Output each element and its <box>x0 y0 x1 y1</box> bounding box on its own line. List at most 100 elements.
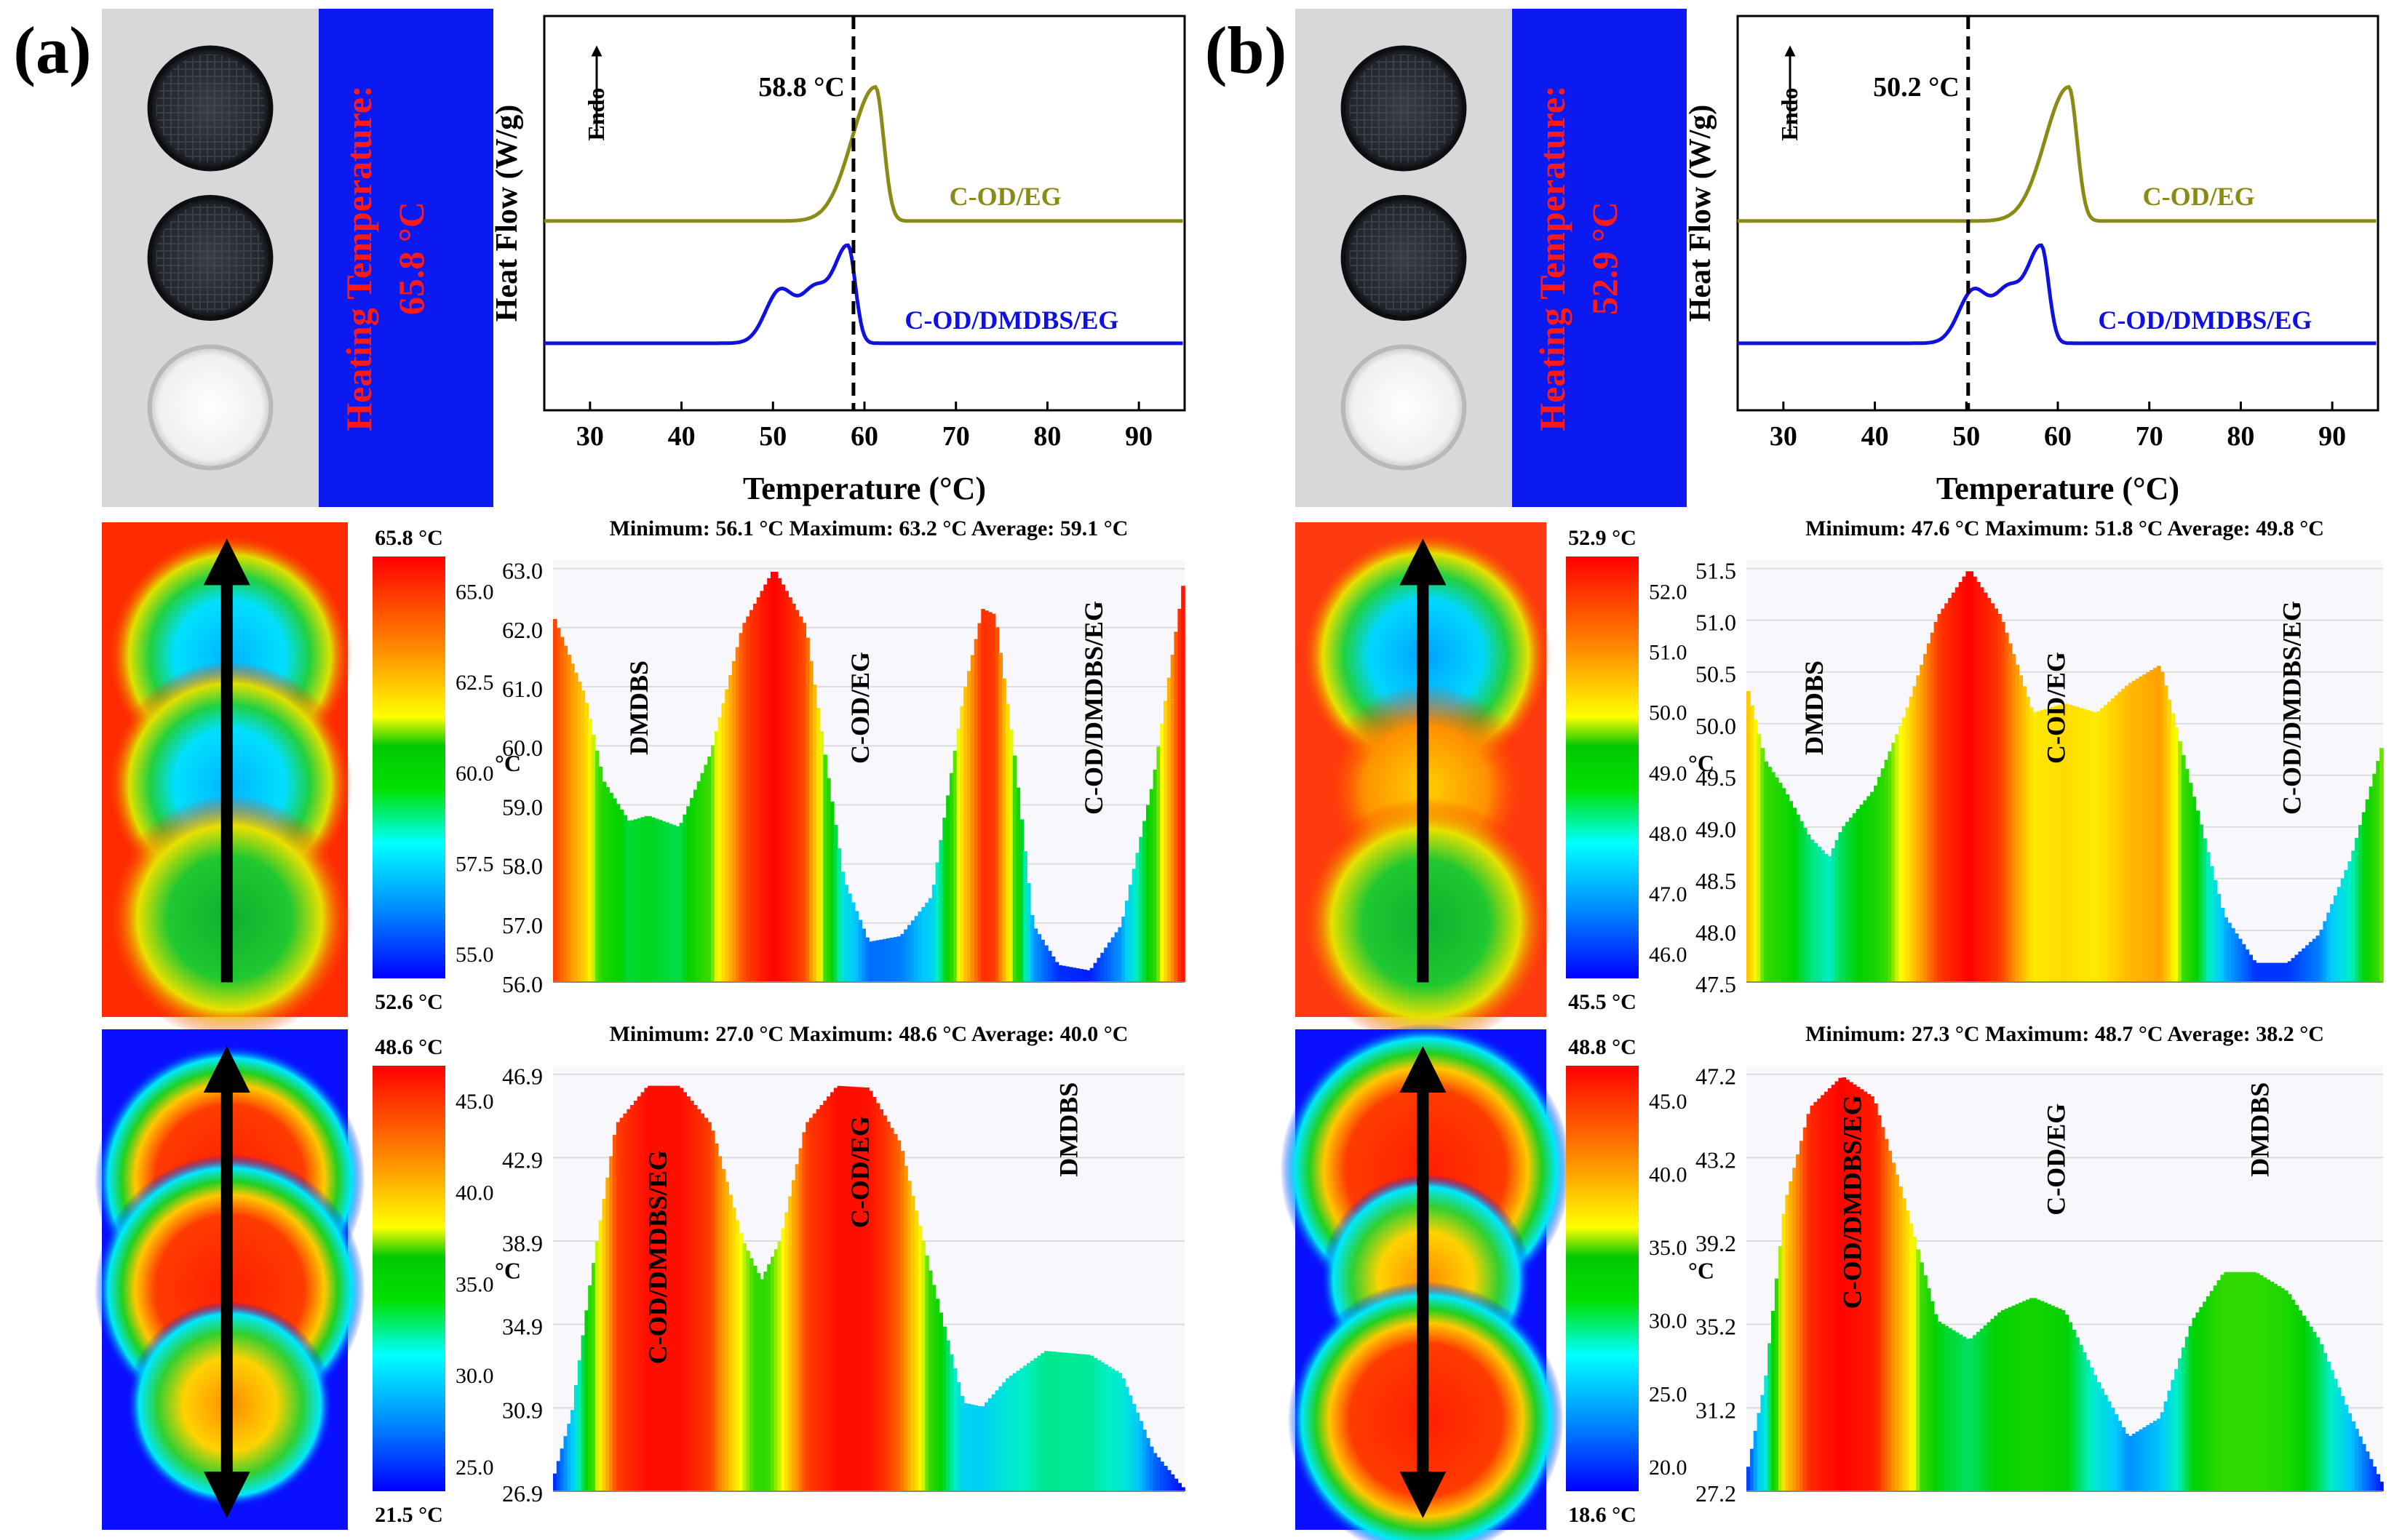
profile-bar <box>1884 759 1889 982</box>
profile-bar <box>883 1115 887 1491</box>
heating-label-box <box>319 9 493 507</box>
profile-bar <box>1142 1429 1147 1491</box>
profile-bar <box>791 603 796 982</box>
profile-bar <box>974 639 979 982</box>
dsc-y-axis-label: Heat Flow (W/g) <box>490 105 524 322</box>
profile-bar <box>942 818 947 982</box>
color-scale-tick: 30.0 <box>1649 1309 1687 1333</box>
profile-bar <box>2203 838 2207 982</box>
profile-bar <box>1757 733 1762 982</box>
profile-bar <box>1821 1095 1825 1491</box>
profile-bar <box>2026 696 2030 982</box>
heating-label-text: Heating Temperature: <box>1532 85 1572 431</box>
profile-bar <box>2061 1310 2066 1491</box>
profile-bar <box>1834 1081 1840 1491</box>
profile-bar <box>2319 1344 2324 1491</box>
color-scale-tick: 40.0 <box>456 1181 494 1205</box>
color-scale-bar <box>373 556 445 978</box>
profile-bar <box>2273 962 2278 982</box>
profile-bar <box>2326 1361 2331 1491</box>
profile-bar <box>953 1368 958 1491</box>
profile-bar <box>1944 603 1949 982</box>
profile-bar <box>594 751 600 982</box>
profile-bar <box>2312 938 2317 982</box>
profile-bar <box>602 781 607 982</box>
profile-bar <box>686 806 691 982</box>
profile-bar <box>1930 1301 1935 1491</box>
profile-bar <box>967 1403 971 1491</box>
profile-bar <box>573 672 578 982</box>
profile-bar <box>2082 1352 2087 1491</box>
profile-bar <box>2072 1329 2076 1491</box>
profile-bar <box>1880 768 1885 982</box>
profile-bar <box>2029 707 2034 982</box>
profile-bar <box>2104 1395 2108 1491</box>
profile-bar <box>1156 746 1161 982</box>
panel-letter: (a) <box>13 13 91 87</box>
profile-bar <box>2093 712 2098 982</box>
color-scale-tick: 52.0 <box>1649 580 1687 604</box>
profile-bar <box>935 1298 940 1491</box>
profile-bar <box>1156 1457 1161 1491</box>
profile-bar <box>956 728 961 982</box>
profile-bar <box>862 1087 866 1491</box>
profile-bar <box>1926 1288 1931 1491</box>
profile-bar <box>1089 1355 1094 1491</box>
profile-bar <box>683 814 687 982</box>
profile-bar <box>2061 703 2066 982</box>
profile-bar <box>1062 965 1066 982</box>
profile-bar <box>2181 754 2186 982</box>
color-scale-tick: 20.0 <box>1649 1456 1687 1480</box>
profile-bar <box>985 1402 989 1491</box>
profile-bar <box>2216 893 2222 982</box>
profile-bar <box>1834 840 1840 982</box>
profile-bar <box>1037 934 1042 982</box>
profile-bar <box>1016 787 1021 982</box>
profile-bar <box>742 623 747 982</box>
profile-bar <box>1051 1352 1056 1491</box>
profile-bar <box>925 902 929 982</box>
profile-bar <box>2146 1425 2150 1491</box>
profile-bar <box>942 1326 947 1491</box>
profile-bar <box>1760 748 1765 982</box>
profile-bar <box>2252 959 2256 982</box>
color-scale-bar <box>373 1066 445 1491</box>
profile-bar <box>1884 1138 1889 1491</box>
profile-bar <box>675 826 680 982</box>
profile-bar <box>756 1273 761 1491</box>
profile-bar <box>2004 1308 2009 1491</box>
profile-bar <box>1160 723 1164 982</box>
profile-bar <box>700 773 705 982</box>
profile-bar <box>802 1132 806 1491</box>
profile-bar <box>2104 704 2108 982</box>
profile-bar <box>619 809 624 982</box>
profile-bar <box>771 572 775 982</box>
profile-bar <box>763 584 768 982</box>
profile-bar <box>2178 1358 2182 1491</box>
profile-bar <box>865 937 870 982</box>
panel-a: (a) Heating Temperature: 65.8 °C 30 40 50 60 70… <box>13 9 1186 1530</box>
profile-bar <box>1044 945 1049 982</box>
profile-bar <box>1827 1088 1832 1491</box>
profile-bar <box>910 920 915 982</box>
profile-bar <box>2358 825 2363 982</box>
profile-bar <box>777 578 782 982</box>
profile-bar <box>896 1140 902 1491</box>
profile-y-tick-label: 27.2 <box>1695 1480 1736 1507</box>
profile-bar <box>1086 1355 1091 1491</box>
profile-bar <box>2323 1352 2328 1491</box>
profile-bar <box>654 818 659 982</box>
color-scale-max: 52.9 °C <box>1568 526 1637 550</box>
profile-bar <box>1132 869 1137 982</box>
profile-bar <box>1990 603 1995 982</box>
profile-bar <box>693 1105 698 1491</box>
profile-bar <box>1153 1453 1158 1491</box>
profile-bar <box>2337 1387 2342 1491</box>
profile-bar <box>1845 1080 1850 1491</box>
color-scale-tick: 48.0 <box>1649 822 1687 846</box>
profile-bar <box>2167 699 2172 982</box>
profile-bar <box>2344 869 2349 982</box>
profile-bar <box>2043 1302 2048 1491</box>
profile-y-tick-label: 51.0 <box>1695 610 1736 636</box>
profile-bar <box>1746 1467 1751 1491</box>
